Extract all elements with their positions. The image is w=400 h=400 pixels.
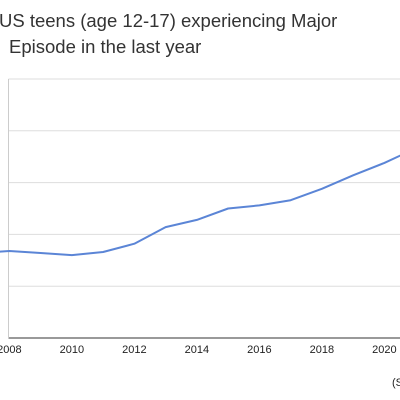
x-tick-label: 2012 xyxy=(122,344,146,356)
x-tick-label: 2016 xyxy=(247,344,271,356)
x-tick-label: 2014 xyxy=(185,344,209,356)
data-line xyxy=(0,154,400,257)
source-note: (S xyxy=(392,377,400,389)
x-tick-label: 2008 xyxy=(0,344,22,356)
x-tick-label: 2018 xyxy=(310,344,334,356)
x-tick-label: 2020 xyxy=(372,344,396,356)
chart-title: US teens (age 12-17) experiencing Major xyxy=(0,10,337,31)
chart-subtitle: Episode in the last year xyxy=(9,36,201,57)
x-tick-label: 2010 xyxy=(60,344,84,356)
